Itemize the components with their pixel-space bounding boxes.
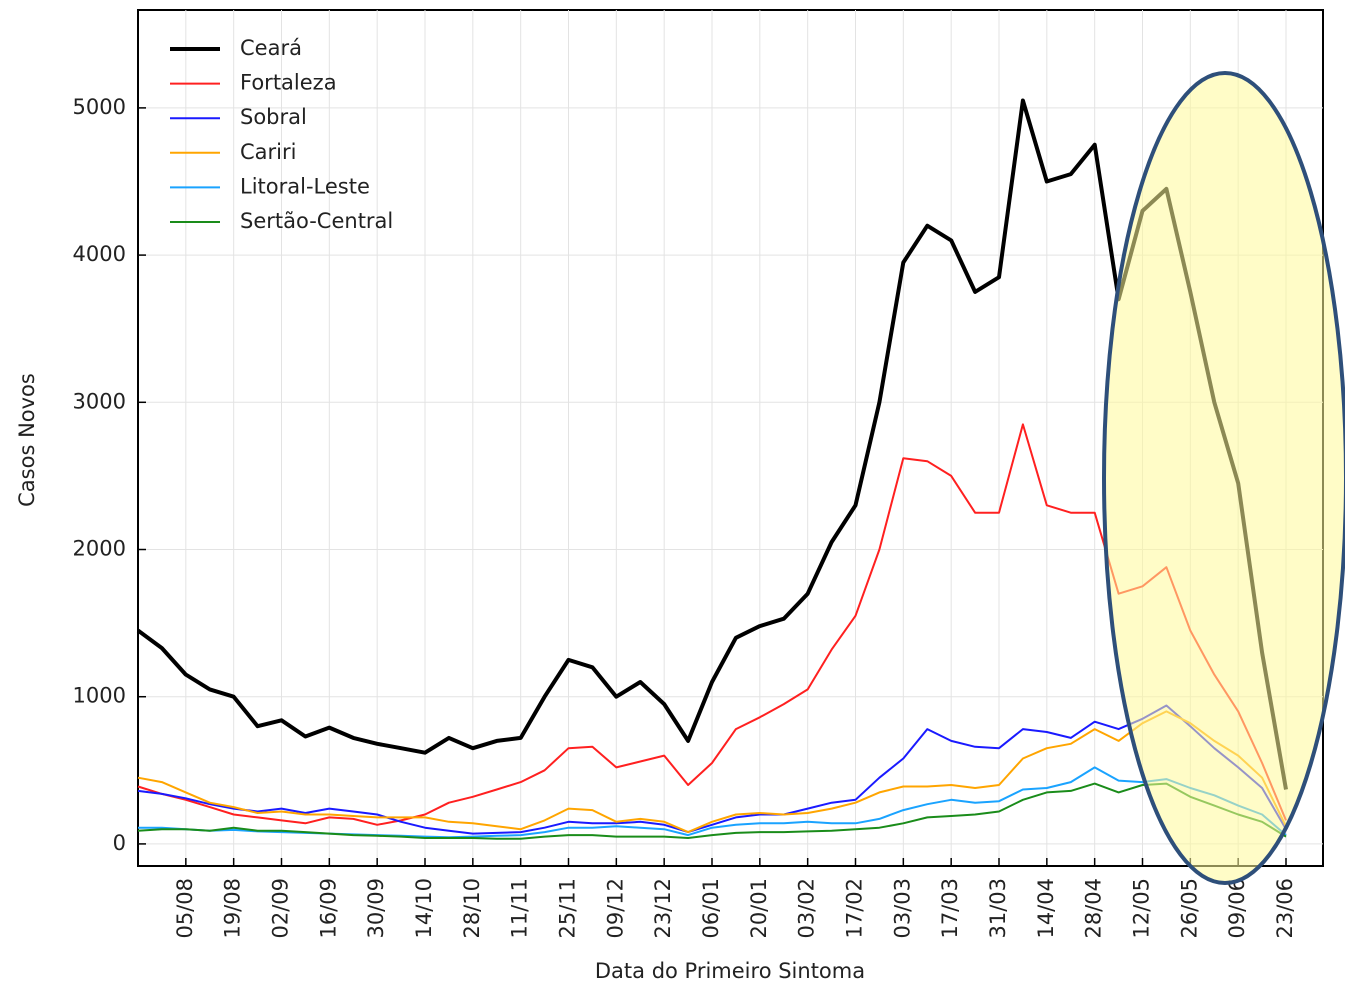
highlight-ellipse	[1102, 71, 1345, 885]
x-tick-label: 14/10	[412, 878, 436, 939]
y-tick-label: 4000	[73, 242, 126, 266]
series-line	[137, 704, 1287, 835]
y-tick-label: 3000	[73, 389, 126, 413]
x-tick-label: 25/11	[556, 878, 580, 939]
x-tick-label: 28/04	[1082, 878, 1106, 939]
series-line	[137, 710, 1287, 834]
y-tick-label: 0	[113, 831, 126, 855]
y-tick-label: 2000	[73, 537, 126, 561]
x-tick-label: 03/03	[890, 878, 914, 939]
x-tick-label: 23/06	[1273, 878, 1297, 939]
series-line	[136, 98, 1288, 790]
x-axis-title: Data do Primeiro Sintoma	[595, 959, 865, 983]
x-tick-label: 23/12	[651, 878, 675, 939]
x-tick-label: 05/08	[173, 878, 197, 939]
x-tick-label: 09/12	[603, 878, 627, 939]
legend-label: Sobral	[240, 105, 307, 129]
x-tick-label: 17/02	[843, 878, 867, 939]
x-tick-label: 17/03	[938, 878, 962, 939]
y-tick-label: 1000	[73, 684, 126, 708]
y-axis-title: Casos Novos	[15, 373, 39, 507]
x-tick-label: 30/09	[364, 878, 388, 939]
x-tick-label: 09/06	[1225, 878, 1249, 939]
x-tick-label: 03/02	[795, 878, 819, 939]
legend-label: Cariri	[240, 140, 296, 164]
legend-label: Sertão-Central	[240, 209, 393, 233]
x-tick-label: 12/05	[1130, 878, 1154, 939]
legend-label: Ceará	[240, 36, 302, 60]
x-tick-label: 28/10	[460, 878, 484, 939]
x-tick-label: 16/09	[316, 878, 340, 939]
series-line	[137, 782, 1287, 840]
x-tick-label: 14/04	[1034, 878, 1058, 939]
x-tick-label: 26/05	[1177, 878, 1201, 939]
x-tick-label: 06/01	[699, 878, 723, 939]
x-tick-label: 19/08	[221, 878, 245, 939]
x-tick-label: 11/11	[508, 878, 532, 939]
legend-label: Litoral-Leste	[240, 174, 370, 198]
legend-label: Fortaleza	[240, 71, 337, 95]
x-tick-label: 31/03	[986, 878, 1010, 939]
x-tick-label: 02/09	[269, 878, 293, 939]
y-tick-label: 5000	[73, 95, 126, 119]
x-tick-label: 20/01	[747, 878, 771, 939]
series-line	[137, 423, 1287, 826]
